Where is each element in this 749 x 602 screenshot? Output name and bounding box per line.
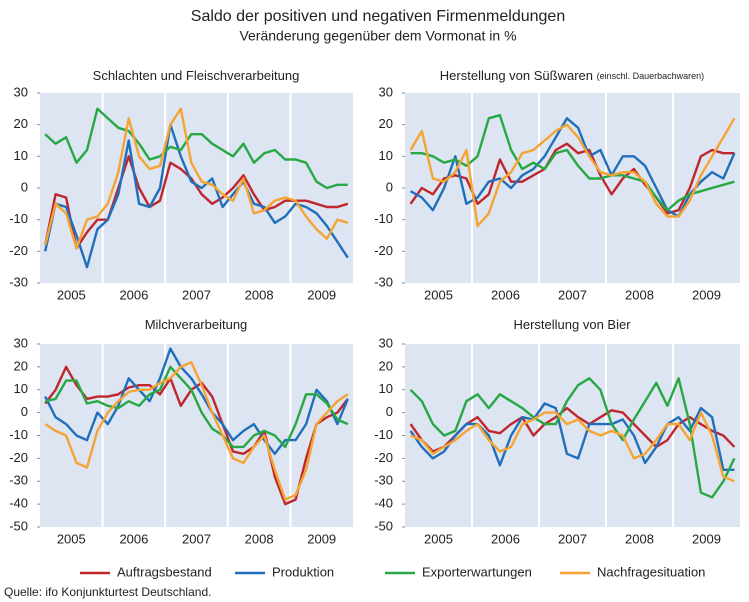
y-tick-label: 20 [379,358,393,373]
panel-title: Schlachten und Fleischverarbeitung [93,68,300,83]
y-tick-label: -20 [374,243,393,258]
x-tick-label: 2006 [119,287,148,302]
x-tick-label: 2005 [57,531,86,546]
series-line [44,107,349,250]
x-tick-label: 2007 [558,531,587,546]
legend-label: Nachfragesituation [597,564,705,579]
y-tick-label: 0 [21,404,28,419]
panel-title: Milchverarbeitung [145,317,248,332]
panel-title-text: Herstellung von Bier [513,317,631,332]
y-tick-label: -20 [9,450,28,465]
x-tick-label: 2006 [491,531,520,546]
series-line [409,402,735,471]
y-tick-label: 20 [14,116,28,131]
y-tick-label: 10 [14,381,28,396]
y-tick-label: 30 [379,84,393,99]
series-line [44,155,349,250]
y-tick-label: 30 [14,335,28,350]
y-tick-label: 30 [14,84,28,99]
y-tick-label: -10 [9,427,28,442]
x-tick-label: 2009 [692,287,721,302]
subtitle: Veränderung gegenüber dem Vormonat in % [239,28,516,44]
series-line [44,347,349,455]
legend-label: Exporterwartungen [422,564,532,579]
x-tick-label: 2008 [245,531,274,546]
y-tick-label: -30 [9,274,28,289]
y-tick-label: -10 [374,427,393,442]
plot-area [405,93,740,283]
y-tick-label: 20 [379,116,393,131]
source: Quelle: ifo Konjunkturtest Deutschland. [4,585,211,599]
y-tick-label: 0 [386,404,393,419]
series-line [44,107,348,190]
y-tick-label: -50 [374,518,393,533]
x-tick-label: 2009 [307,531,336,546]
series-line [44,365,349,449]
y-tick-label: -40 [9,496,28,511]
x-tick-label: 2005 [424,531,453,546]
y-tick-label: 20 [14,358,28,373]
y-tick-label: 30 [379,335,393,350]
y-tick-label: -20 [9,243,28,258]
series-line [410,114,735,212]
y-tick-label: -40 [374,496,393,511]
x-tick-label: 2008 [245,287,274,302]
legend-label: Produktion [272,564,334,579]
x-tick-label: 2005 [424,287,453,302]
series-line [410,411,735,483]
y-tick-label: -10 [374,211,393,226]
series-line [409,117,736,228]
series-line [44,361,349,501]
series-line [409,377,736,499]
x-tick-label: 2008 [625,287,654,302]
panel-title-text: Milchverarbeitung [145,317,248,332]
y-tick-label: -30 [374,473,393,488]
panel-title: Herstellung von Süßwaren (einschl. Dauer… [440,68,704,83]
x-tick-label: 2005 [57,287,86,302]
x-tick-label: 2007 [558,287,587,302]
y-tick-label: -30 [9,473,28,488]
y-tick-label: -20 [374,450,393,465]
x-tick-label: 2007 [182,531,211,546]
panel-title: Herstellung von Bier [513,317,631,332]
y-tick-label: -50 [9,518,28,533]
panel-title-text: Schlachten und Fleischverarbeitung [93,68,300,83]
y-tick-label: 10 [379,148,393,163]
y-tick-label: 0 [21,179,28,194]
x-tick-label: 2006 [491,287,520,302]
panel-title-text: Herstellung von Süßwaren [440,68,593,83]
y-tick-label: 0 [386,179,393,194]
x-tick-label: 2009 [307,287,336,302]
title: Saldo der positiven und negativen Firmen… [191,8,565,25]
y-tick-label: -30 [374,274,393,289]
x-tick-label: 2008 [625,531,654,546]
panel-note: (einschl. Dauerbachwaren) [597,71,705,81]
y-tick-label: 10 [379,381,393,396]
series-line [409,142,735,215]
y-tick-label: -10 [9,211,28,226]
y-tick-label: 10 [14,148,28,163]
legend-label: Auftragsbestand [117,564,212,579]
x-tick-label: 2006 [119,531,148,546]
x-tick-label: 2009 [692,531,721,546]
x-tick-label: 2007 [182,287,211,302]
